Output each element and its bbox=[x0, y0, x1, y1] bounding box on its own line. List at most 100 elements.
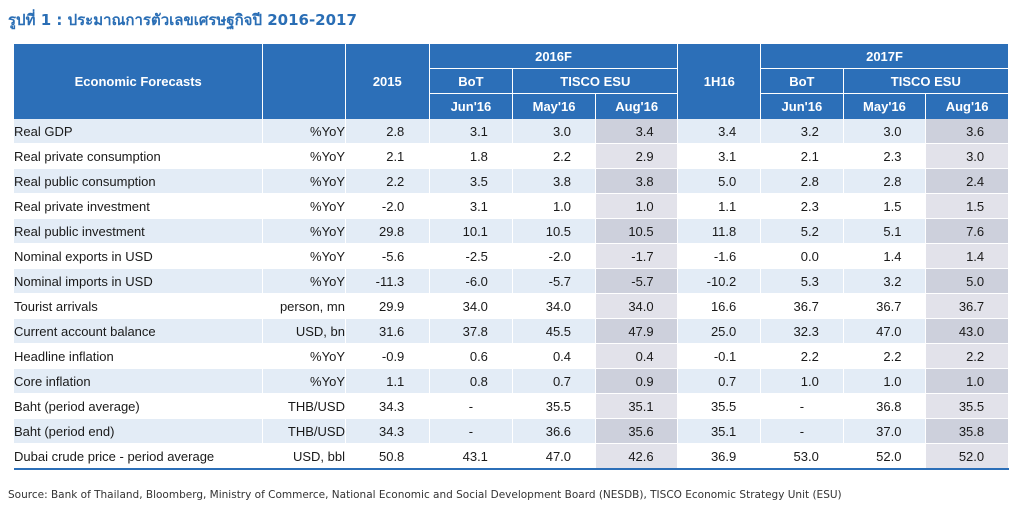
value-cell: 42.6 bbox=[595, 443, 679, 470]
value-cell: 34.0 bbox=[512, 293, 596, 319]
value-cell: -2.5 bbox=[429, 243, 514, 269]
value-cell: 2.9 bbox=[595, 143, 679, 169]
indicator-name: Dubai crude price - period average bbox=[14, 443, 264, 470]
indicator-name: Real public consumption bbox=[14, 168, 264, 194]
value-cell: 47.0 bbox=[843, 318, 927, 344]
header-2016f: 2016F bbox=[429, 44, 679, 69]
header-2015: 2015 bbox=[345, 44, 430, 119]
value-cell: 5.2 bbox=[760, 218, 844, 244]
value-cell: -5.7 bbox=[512, 268, 596, 294]
value-cell: 35.5 bbox=[677, 393, 762, 419]
value-cell: 1.8 bbox=[429, 143, 514, 169]
indicator-name: Tourist arrivals bbox=[14, 293, 264, 319]
header-2017-jun16: Jun'16 bbox=[760, 93, 844, 119]
table-row: Nominal exports in USD %YoY -5.6 -2.5 -2.0 -1… bbox=[14, 243, 1009, 269]
value-cell: 0.7 bbox=[512, 368, 596, 394]
value-cell: 2.3 bbox=[760, 193, 844, 219]
value-cell: 7.6 bbox=[925, 218, 1009, 244]
table-body: Real GDP %YoY 2.8 3.1 3.0 3.4 3.4 3.2 3.0 3.6 Real… bbox=[14, 119, 1009, 470]
value-cell: 3.5 bbox=[429, 168, 514, 194]
indicator-unit: %YoY bbox=[262, 119, 346, 144]
indicator-name: Real private consumption bbox=[14, 143, 264, 169]
table-row: Headline inflation %YoY -0.9 0.6 0.4 0.4 -0.1 2… bbox=[14, 343, 1009, 369]
header-2017-tisco: TISCO ESU bbox=[843, 68, 1010, 94]
value-cell: 0.8 bbox=[429, 368, 514, 394]
value-cell: 35.1 bbox=[595, 393, 679, 419]
value-cell: 36.7 bbox=[843, 293, 927, 319]
indicator-unit: %YoY bbox=[262, 243, 346, 269]
indicator-name: Baht (period average) bbox=[14, 393, 264, 419]
value-cell: 36.7 bbox=[760, 293, 844, 319]
value-cell: 3.2 bbox=[760, 119, 844, 144]
indicator-unit: %YoY bbox=[262, 168, 346, 194]
value-cell: 10.1 bbox=[429, 218, 514, 244]
header-2017-may16: May'16 bbox=[843, 93, 927, 119]
value-cell: -10.2 bbox=[677, 268, 762, 294]
indicator-unit: %YoY bbox=[262, 193, 346, 219]
table-row: Nominal imports in USD %YoY -11.3 -6.0 -5.7-… bbox=[14, 268, 1009, 294]
value-cell: 3.1 bbox=[429, 119, 514, 144]
figure-title: รูปที่ 1 : ประมาณการตัวเลขเศรษฐกิจปี 201… bbox=[8, 11, 357, 29]
indicator-name: Nominal exports in USD bbox=[14, 243, 264, 269]
value-cell: 52.0 bbox=[925, 443, 1009, 470]
table-row: Baht (period average) THB/USD 34.3-35.5 35.… bbox=[14, 393, 1009, 419]
value-cell: 36.9 bbox=[677, 443, 762, 470]
value-cell: 34.3 bbox=[345, 393, 430, 419]
value-cell: 3.8 bbox=[512, 168, 596, 194]
value-cell: 0.4 bbox=[595, 343, 679, 369]
indicator-name: Core inflation bbox=[14, 368, 264, 394]
value-cell: 2.1 bbox=[345, 143, 430, 169]
value-cell: 37.8 bbox=[429, 318, 514, 344]
value-cell: 3.0 bbox=[843, 119, 927, 144]
value-cell: 16.6 bbox=[677, 293, 762, 319]
indicator-name: Headline inflation bbox=[14, 343, 264, 369]
value-cell: 0.9 bbox=[595, 368, 679, 394]
value-cell: 2.2 bbox=[760, 343, 844, 369]
header-2016-jun16: Jun'16 bbox=[429, 93, 514, 119]
header-2016-tisco: TISCO ESU bbox=[512, 68, 679, 94]
value-cell: 37.0 bbox=[843, 418, 927, 444]
header-2017f: 2017F bbox=[760, 44, 1009, 69]
header-unit bbox=[262, 44, 346, 119]
value-cell: 36.6 bbox=[512, 418, 596, 444]
value-cell: -0.9 bbox=[345, 343, 430, 369]
value-cell: 5.1 bbox=[843, 218, 927, 244]
value-cell: 29.8 bbox=[345, 218, 430, 244]
header-2016-aug16: Aug'16 bbox=[595, 93, 679, 119]
value-cell: 1.0 bbox=[595, 193, 679, 219]
value-cell: 45.5 bbox=[512, 318, 596, 344]
value-cell: 2.8 bbox=[843, 168, 927, 194]
value-cell: 50.8 bbox=[345, 443, 430, 470]
indicator-name: Baht (period end) bbox=[14, 418, 264, 444]
value-cell: 3.0 bbox=[925, 143, 1009, 169]
header-2016-bot: BoT bbox=[429, 68, 514, 94]
table-row: Real public consumption %YoY 2.2 3.5 3.8 3.8 5… bbox=[14, 168, 1009, 194]
value-cell: 29.9 bbox=[345, 293, 430, 319]
value-cell: 35.6 bbox=[595, 418, 679, 444]
indicator-unit: person, mn bbox=[262, 293, 346, 319]
indicator-unit: USD, bbl bbox=[262, 443, 346, 470]
value-cell: -11.3 bbox=[345, 268, 430, 294]
value-cell: 11.8 bbox=[677, 218, 762, 244]
header-1h16: 1H16 bbox=[677, 44, 762, 119]
indicator-unit: %YoY bbox=[262, 343, 346, 369]
table-row: Real public investment %YoY 29.8 10.1 10.5 10… bbox=[14, 218, 1009, 244]
value-cell: 3.2 bbox=[843, 268, 927, 294]
value-cell: 47.9 bbox=[595, 318, 679, 344]
table-row: Current account balance USD, bn 31.6 37.8 45… bbox=[14, 318, 1009, 344]
header-economic-forecasts: Economic Forecasts bbox=[14, 44, 264, 119]
value-cell: -0.1 bbox=[677, 343, 762, 369]
table-row: Tourist arrivals person, mn 29.9 34.0 34.0 34… bbox=[14, 293, 1009, 319]
value-cell: 1.1 bbox=[345, 368, 430, 394]
value-cell: - bbox=[429, 393, 514, 419]
value-cell: 1.0 bbox=[843, 368, 927, 394]
value-cell: 2.2 bbox=[512, 143, 596, 169]
value-cell: 1.0 bbox=[925, 368, 1009, 394]
value-cell: 43.0 bbox=[925, 318, 1009, 344]
value-cell: 2.8 bbox=[760, 168, 844, 194]
value-cell: 34.3 bbox=[345, 418, 430, 444]
value-cell: 3.4 bbox=[677, 119, 762, 144]
header-2017-aug16: Aug'16 bbox=[925, 93, 1009, 119]
header-2016-may16: May'16 bbox=[512, 93, 596, 119]
value-cell: 3.4 bbox=[595, 119, 679, 144]
